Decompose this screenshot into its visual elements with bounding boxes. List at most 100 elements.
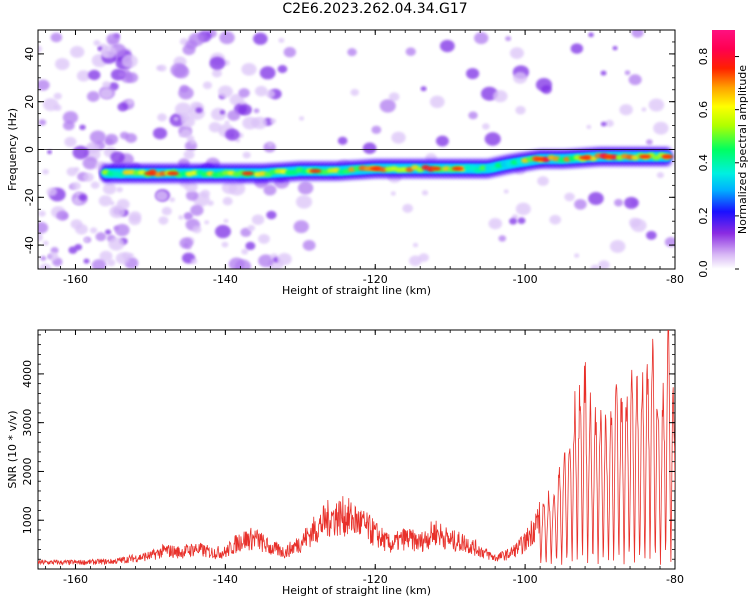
noise-blob xyxy=(362,142,377,154)
noise-blob xyxy=(347,48,357,57)
noise-blob xyxy=(89,130,106,144)
noise-blob xyxy=(492,90,508,103)
colorbar-tick-label: 0.0 xyxy=(697,260,710,278)
noise-blob xyxy=(190,204,204,216)
noise-blob xyxy=(106,33,120,45)
noise-blob xyxy=(83,258,90,264)
noise-blob xyxy=(614,198,624,207)
noise-blob xyxy=(219,31,235,45)
noise-blob xyxy=(224,120,230,125)
noise-blob xyxy=(188,32,205,47)
ridge-hotspot xyxy=(144,171,157,176)
noise-blob xyxy=(70,219,83,230)
noise-blob xyxy=(229,93,244,106)
noise-blob xyxy=(192,225,202,234)
noise-blob xyxy=(117,102,129,112)
noise-blob xyxy=(259,66,276,80)
noise-blob xyxy=(56,210,69,221)
noise-blob xyxy=(209,56,226,70)
y-tick-label: -40 xyxy=(23,236,36,254)
noise-blob xyxy=(204,220,210,225)
noise-blob xyxy=(298,116,305,121)
y-tick-label: 1000 xyxy=(21,506,34,534)
noise-blob xyxy=(234,259,252,269)
noise-blob xyxy=(152,127,168,140)
noise-blob xyxy=(156,65,163,71)
noise-blob xyxy=(498,235,507,242)
y-tick-label: 20 xyxy=(23,95,36,109)
ridge-core xyxy=(489,165,498,171)
y-tick-label: 2000 xyxy=(21,457,34,485)
ridge-hotspot xyxy=(166,171,179,176)
noise-blob xyxy=(178,133,184,138)
snr-y-label: SNR (10 * v/v) xyxy=(6,410,19,488)
noise-blob xyxy=(482,123,490,130)
noise-blob xyxy=(350,88,360,96)
noise-blob xyxy=(53,92,62,100)
snr-series-line xyxy=(38,330,675,566)
spectrogram-x-label: Height of straight line (km) xyxy=(282,284,431,297)
noise-blob xyxy=(474,32,489,45)
noise-blob xyxy=(223,218,229,224)
noise-blob xyxy=(267,142,274,147)
colorbar-tick-label: 0.2 xyxy=(697,207,710,225)
noise-blob xyxy=(221,241,229,248)
noise-blob xyxy=(515,105,526,115)
ridge-hotspot xyxy=(241,171,254,176)
noise-blob xyxy=(258,254,274,268)
noise-blob xyxy=(47,251,59,261)
noise-blob xyxy=(253,32,268,45)
noise-blob xyxy=(537,176,549,186)
noise-blob xyxy=(126,98,134,105)
noise-blob xyxy=(242,151,251,159)
noise-blob xyxy=(98,195,113,207)
noise-blob xyxy=(258,233,270,244)
noise-blob xyxy=(379,99,396,113)
ridge-hotspot xyxy=(661,154,674,159)
noise-blob xyxy=(219,110,225,115)
noise-blob xyxy=(202,81,213,90)
noise-blob xyxy=(158,216,169,225)
noise-blob xyxy=(418,253,429,262)
noise-blob xyxy=(488,217,503,230)
noise-blob xyxy=(278,37,285,43)
noise-blob xyxy=(128,253,134,258)
noise-blob xyxy=(173,116,179,122)
chart-title: C2E6.2023.262.04.34.G17 xyxy=(282,1,468,17)
noise-blob xyxy=(99,250,113,262)
noise-blob xyxy=(412,242,419,248)
x-tick-label: -160 xyxy=(63,573,88,586)
noise-blob xyxy=(465,68,480,80)
noise-blob xyxy=(218,85,233,98)
noise-blob xyxy=(517,217,526,224)
noise-blob xyxy=(161,206,172,216)
noise-blob xyxy=(109,205,126,219)
noise-blob xyxy=(600,121,607,127)
noise-blob xyxy=(263,184,277,196)
noise-blob xyxy=(653,121,669,135)
noise-blob xyxy=(200,189,211,198)
noise-blob xyxy=(105,133,119,145)
noise-blob xyxy=(38,210,46,217)
spectrogram-y-label: Frequency (Hz) xyxy=(6,108,19,191)
noise-blob xyxy=(97,46,103,51)
noise-blob xyxy=(102,183,117,195)
noise-blob xyxy=(93,40,101,46)
noise-blob xyxy=(337,136,348,145)
noise-blob xyxy=(46,187,58,197)
colorbar-label: Normalized spectral amplitude xyxy=(736,65,749,234)
x-tick-label: -80 xyxy=(666,573,684,586)
colorbar-ticks: 0.0 0.2 0.4 0.6 0.8 xyxy=(697,48,739,278)
noise-blob xyxy=(535,78,553,92)
noise-blob xyxy=(588,192,604,206)
noise-blob xyxy=(586,124,592,130)
noise-blob xyxy=(207,200,214,206)
noise-blob xyxy=(38,45,43,53)
noise-blob xyxy=(408,255,422,267)
noise-blob xyxy=(549,214,562,225)
noise-blob xyxy=(247,224,256,232)
noise-blob xyxy=(570,43,584,54)
noise-blob xyxy=(402,203,414,213)
noise-blob xyxy=(38,221,49,234)
colorbar-tick-label: 0.8 xyxy=(697,48,710,66)
